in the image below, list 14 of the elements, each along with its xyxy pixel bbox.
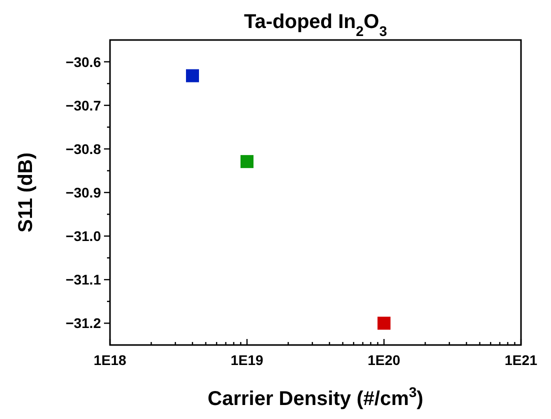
y-tick-label: −31.0 — [66, 228, 102, 244]
y-axis-title: S11 (dB) — [15, 152, 37, 233]
y-tick-label: −30.6 — [66, 54, 102, 70]
x-tick-label: 1E19 — [230, 352, 264, 368]
y-tick-label: −30.8 — [66, 140, 102, 157]
x-tick-label: 1E18 — [94, 352, 127, 368]
x-axis-title: Carrier Density (#/cm$^{3}$) — [208, 384, 424, 410]
x-tick-label: 1E20 — [368, 352, 401, 368]
chart-title: Ta-doped In$_{2}$O$_{3}$ — [244, 11, 388, 39]
x-tick-label: 1E21 — [504, 352, 538, 368]
y-tick-label: −31.1 — [66, 272, 102, 288]
y-tick-label: −31.2 — [66, 315, 102, 332]
y-tick-label: −30.9 — [66, 184, 102, 200]
y-tick-label: −30.7 — [66, 97, 102, 114]
